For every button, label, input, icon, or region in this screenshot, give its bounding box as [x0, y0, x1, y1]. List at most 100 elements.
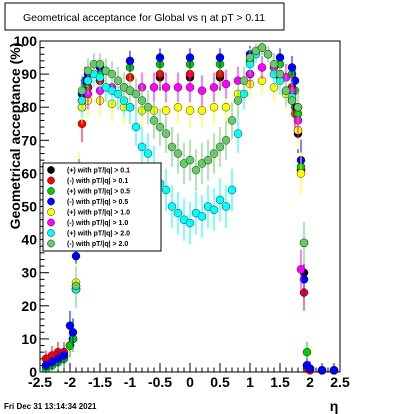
- data-point: [68, 328, 78, 337]
- data-point: [185, 218, 195, 228]
- data-point: [263, 50, 273, 59]
- data-point: [296, 169, 306, 178]
- y-tick-label: 60: [21, 165, 37, 181]
- data-point: [137, 96, 147, 105]
- legend-entry: (-) with pT/|q| > 0.1: [67, 178, 128, 185]
- data-point: [197, 86, 207, 95]
- data-point: [185, 83, 195, 92]
- data-marks: [41, 41, 339, 375]
- legend-frame: [42, 162, 162, 252]
- data-point: [155, 122, 165, 132]
- data-point: [287, 63, 297, 72]
- legend-marker: [47, 208, 55, 216]
- data-point: [215, 142, 225, 152]
- legend-marker: [47, 197, 55, 206]
- data-point: [203, 155, 213, 165]
- data-point: [269, 59, 279, 69]
- x-tick-label: -2.5: [28, 374, 52, 390]
- data-point: [209, 205, 219, 215]
- data-point: [185, 53, 195, 62]
- data-point: [83, 66, 93, 75]
- data-point: [257, 63, 267, 72]
- data-point: [299, 275, 309, 284]
- data-point: [173, 208, 183, 218]
- data-point: [275, 69, 285, 79]
- data-point: [215, 195, 225, 205]
- y-tick-label: 90: [21, 66, 37, 82]
- data-point: [221, 102, 231, 112]
- series-8: [71, 41, 309, 305]
- chart-title: Geometrical acceptance for Global vs η a…: [23, 12, 265, 24]
- data-point: [107, 69, 117, 79]
- x-tick-label: 1.5: [270, 374, 290, 390]
- data-point: [197, 106, 207, 115]
- data-point: [287, 96, 297, 105]
- y-tick-label: 100: [14, 33, 38, 49]
- x-tick-label: 0.5: [210, 374, 230, 390]
- data-point: [215, 53, 225, 62]
- data-point: [227, 185, 237, 195]
- data-point: [317, 366, 327, 375]
- data-point: [167, 202, 177, 211]
- y-tick-label: 30: [21, 265, 37, 281]
- tick-labels: -2.5 -2 -1.5 -1 -0.5 0 0.5 1 1.5 2 2.5 0 10 20 30 40 50 6…: [14, 33, 350, 390]
- data-point: [209, 102, 219, 112]
- data-point: [125, 56, 135, 66]
- data-point: [209, 149, 219, 158]
- data-point: [161, 185, 171, 195]
- legend-entry: (+) with pT/|q| > 0.5: [67, 189, 130, 196]
- data-point: [209, 83, 219, 92]
- data-point: [296, 265, 306, 274]
- data-point: [293, 102, 303, 112]
- data-point: [191, 165, 201, 175]
- data-point: [227, 116, 237, 125]
- data-point: [161, 129, 171, 138]
- data-point: [71, 281, 81, 291]
- legend-entry: (-) with pT/|q| > 1.0: [67, 220, 128, 227]
- x-tick-label: -1.5: [88, 374, 112, 390]
- x-axis-label: η: [330, 398, 339, 414]
- data-point: [221, 79, 231, 89]
- data-point: [173, 102, 183, 112]
- x-tick-label: 2.5: [330, 374, 350, 390]
- data-point: [137, 142, 147, 152]
- data-point: [221, 136, 231, 145]
- legend-marker: [47, 218, 55, 227]
- data-point: [155, 53, 165, 62]
- data-point: [275, 53, 285, 62]
- y-tick-label: 10: [21, 331, 37, 347]
- y-tick-label: 0: [29, 364, 37, 380]
- data-point: [239, 76, 249, 85]
- data-point: [59, 351, 69, 360]
- y-axis-label: Geometrical acceptance (%): [7, 43, 23, 230]
- data-point: [302, 347, 312, 357]
- data-point: [113, 76, 123, 85]
- legend-marker: [47, 166, 55, 174]
- data-point: [149, 116, 159, 125]
- title-box: Geometrical acceptance for Global vs η a…: [4, 2, 285, 31]
- legend-entry: (-) with pT/|q| > 2.0: [67, 241, 128, 248]
- legend-entry: (-) with pT/|q| > 0.5: [67, 199, 128, 206]
- data-point: [143, 102, 153, 112]
- legend: (+) with pT/|q| > 0.1 (-) with pT/|q| > 0…: [42, 162, 162, 252]
- legend-marker: [47, 239, 55, 248]
- legend-marker: [47, 229, 55, 237]
- y-tick-label: 50: [21, 199, 37, 215]
- data-point: [281, 86, 291, 95]
- legend-entry: (+) with pT/|q| > 1.0: [67, 210, 130, 217]
- x-tick-label: -2: [64, 374, 77, 390]
- legend-marker: [47, 176, 55, 185]
- data-point: [167, 142, 177, 152]
- data-point: [143, 149, 153, 158]
- y-tick-label: 80: [21, 99, 37, 115]
- data-point: [233, 129, 243, 138]
- data-point: [161, 106, 171, 115]
- data-point: [185, 106, 195, 115]
- data-point: [299, 238, 309, 248]
- data-point: [257, 43, 267, 52]
- y-tick-label: 70: [21, 132, 37, 148]
- data-point: [290, 76, 300, 85]
- legend-entry: (+) with pT/|q| > 2.0: [67, 231, 130, 238]
- data-point: [221, 202, 231, 211]
